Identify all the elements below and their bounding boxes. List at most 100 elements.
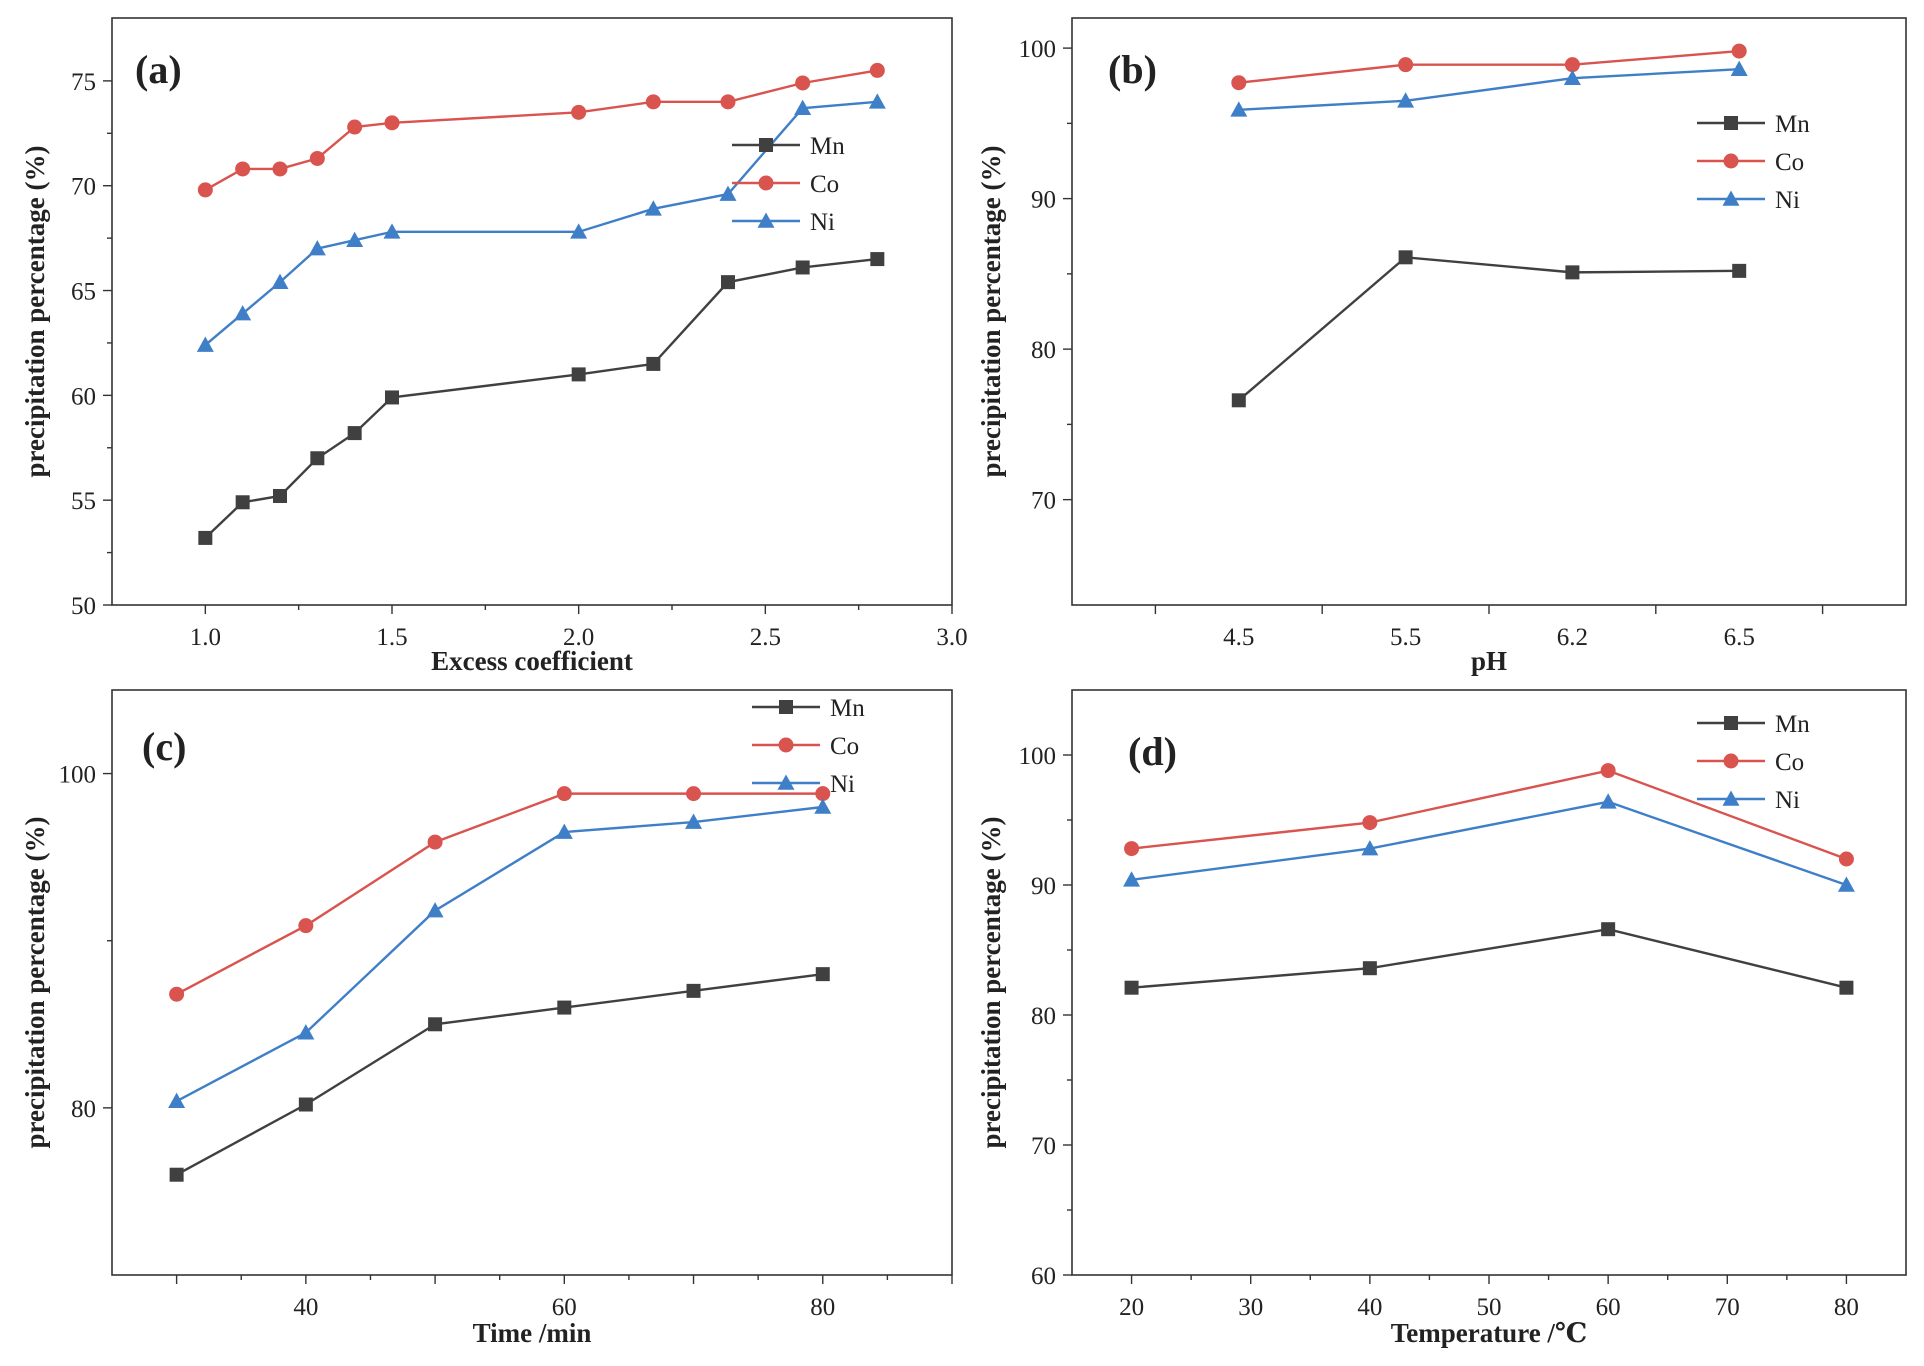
series-line-co — [1131, 769, 1847, 861]
data-point-co — [686, 786, 702, 802]
y-tick-label: 50 — [71, 593, 96, 620]
y-tick-label: 60 — [71, 383, 96, 410]
y-tick-label: 65 — [71, 279, 96, 306]
x-tick-label: 80 — [1834, 1294, 1859, 1321]
y-tick-label: 60 — [1031, 1263, 1056, 1290]
data-point-mn — [721, 275, 735, 290]
y-tick-label: 90 — [1031, 873, 1056, 900]
x-axis-title: Time /min — [473, 1318, 592, 1348]
series-line-mn — [204, 257, 878, 539]
y-tick-label: 70 — [71, 174, 96, 201]
legend-marker-mn — [779, 700, 793, 714]
legend-marker-mn — [759, 138, 773, 152]
legend-marker-ni — [1722, 190, 1740, 206]
x-tick-label: 40 — [293, 1294, 318, 1321]
series-line-ni — [176, 805, 823, 1103]
y-tick-label: 80 — [1031, 337, 1056, 364]
legend-marker-mn — [1724, 716, 1738, 730]
x-tick-label: 5.5 — [1390, 624, 1421, 651]
panel-label: (a) — [135, 47, 182, 92]
data-point-mn — [686, 983, 701, 998]
legend-label-co: Co — [1775, 149, 1804, 176]
y-tick-label: 55 — [71, 488, 96, 515]
legend: Mn Co Ni — [1697, 711, 1810, 814]
legend-label-ni: Ni — [830, 771, 855, 798]
panel-label: (c) — [142, 724, 186, 769]
x-tick-label: 60 — [1596, 1294, 1621, 1321]
panel-label: (b) — [1108, 47, 1157, 92]
data-point-ni — [814, 798, 832, 814]
y-tick-label: 70 — [1031, 1133, 1056, 1160]
series-line-ni — [1131, 800, 1847, 887]
data-point-mn — [1732, 263, 1747, 278]
panel-c-chart: 40 60 80 80 100 Time /min precipitation percen… — [20, 689, 953, 1348]
x-tick-label: 2.5 — [750, 624, 781, 651]
data-point-co — [1362, 815, 1378, 831]
x-tick-label: 60 — [552, 1294, 577, 1321]
data-point-co — [720, 94, 736, 110]
series-line-co — [204, 69, 878, 191]
legend-marker-ni — [777, 774, 795, 790]
data-point-co — [235, 161, 251, 177]
data-point-ni — [1837, 876, 1855, 892]
x-tick-label: 80 — [810, 1294, 835, 1321]
x-tick-label: 6.2 — [1557, 624, 1588, 651]
data-point-ni — [868, 93, 886, 109]
data-point-ni — [570, 223, 588, 239]
legend-label-co: Co — [810, 171, 839, 198]
series-line-ni — [204, 100, 878, 346]
data-point-ni — [1563, 69, 1581, 86]
legend-marker-co — [1723, 753, 1739, 769]
legend-label-mn: Mn — [830, 695, 865, 722]
series-line-co — [176, 792, 823, 996]
x-tick-label: 20 — [1119, 1294, 1144, 1321]
data-point-co — [1231, 75, 1247, 91]
x-tick-label: 40 — [1357, 1294, 1382, 1321]
data-point-ni — [271, 273, 289, 289]
data-point-ni — [555, 823, 573, 839]
data-point-ni — [168, 1092, 186, 1108]
data-point-mn — [235, 495, 250, 510]
data-point-co — [347, 119, 363, 135]
data-point-ni — [234, 305, 252, 321]
y-tick-label: 100 — [1019, 36, 1057, 63]
panel-d-chart: 20 30 40 50 60 70 80 60 70 80 90 100 Temperature /℃ p… — [976, 689, 1907, 1348]
data-point-co — [556, 786, 572, 802]
data-point-mn — [198, 530, 213, 545]
data-point-ni — [1730, 60, 1748, 76]
x-axis-title: Temperature /℃ — [1391, 1318, 1588, 1348]
data-point-co — [1838, 851, 1854, 867]
y-axis-title: precipitation percentage (%) — [976, 146, 1006, 478]
data-point-co — [795, 75, 811, 91]
data-point-co — [169, 986, 185, 1002]
data-point-mn — [557, 1000, 572, 1015]
y-axis-title: precipitation percentage (%) — [976, 817, 1006, 1149]
series-line-mn — [1131, 927, 1847, 989]
data-point-ni — [1599, 793, 1617, 809]
data-point-co — [1564, 57, 1580, 73]
data-point-mn — [385, 390, 399, 405]
data-point-co — [298, 918, 314, 934]
x-tick-label: 2.0 — [563, 624, 594, 651]
legend-label-ni: Ni — [810, 209, 835, 236]
y-tick-label: 100 — [59, 762, 97, 789]
data-point-mn — [1362, 961, 1377, 976]
y-tick-label: 70 — [1031, 488, 1056, 515]
legend-marker-ni — [757, 212, 775, 228]
data-point-ni — [346, 231, 364, 248]
data-point-mn — [1231, 393, 1246, 408]
y-axis-title: precipitation percentage (%) — [20, 817, 50, 1149]
data-point-mn — [1124, 980, 1139, 995]
x-tick-label: 50 — [1477, 1294, 1502, 1321]
data-point-co — [197, 182, 213, 198]
legend-label-co: Co — [830, 733, 859, 760]
data-point-ni — [308, 240, 326, 256]
x-tick-label: 1.0 — [190, 624, 221, 651]
y-tick-label: 100 — [1019, 743, 1057, 770]
plot-frame — [1071, 17, 1907, 606]
legend-label-ni: Ni — [1775, 187, 1800, 214]
data-point-mn — [273, 488, 287, 503]
data-point-co — [869, 62, 885, 78]
data-point-ni — [297, 1024, 315, 1040]
data-point-mn — [310, 451, 325, 466]
